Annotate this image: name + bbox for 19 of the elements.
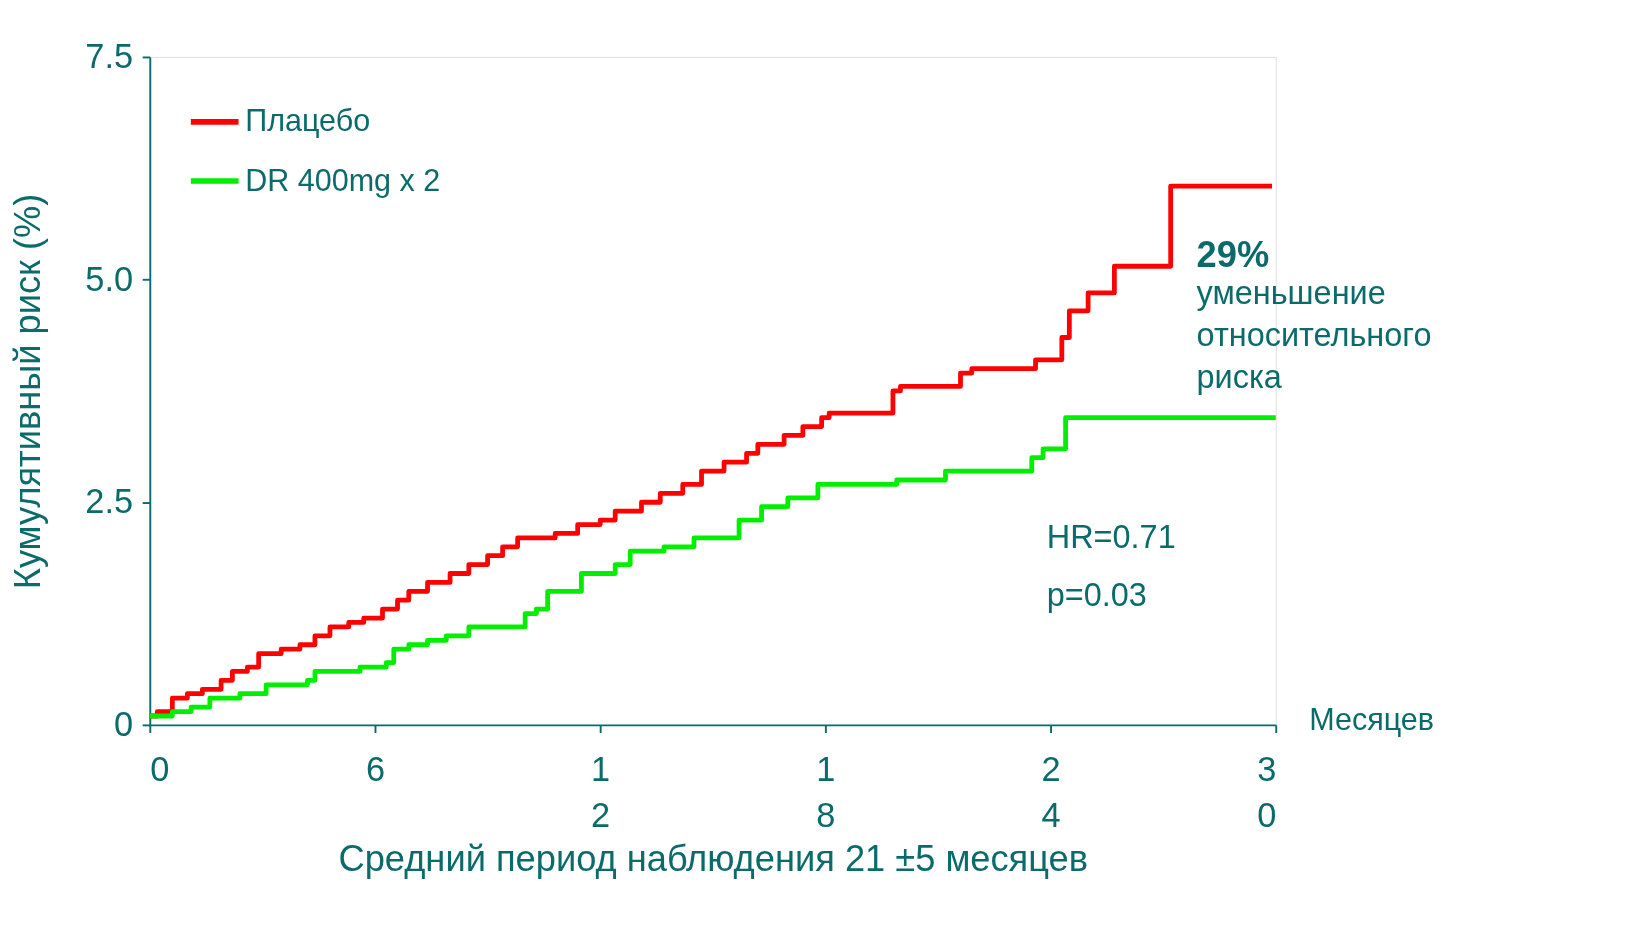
x-axis-title: Средний период наблюдения 21 ±5 месяцев: [338, 838, 1089, 880]
legend-label: DR 400mg x 2: [245, 162, 441, 198]
y-tick-label: 2.5: [85, 482, 134, 521]
annotation: p=0.03: [1046, 576, 1147, 613]
y-axis-title: Кумулятивный риск (%): [6, 193, 48, 590]
x-tick-label: 1 8: [816, 749, 836, 834]
x-tick-label: 3 0: [1257, 749, 1277, 834]
x-tick-label: 1 2: [591, 749, 611, 834]
x-tick-label: 6: [365, 749, 386, 788]
text: Месяцев: [1309, 701, 1434, 737]
x-tick-label: 2 4: [1041, 749, 1061, 834]
x-tick-label: 0: [150, 749, 170, 788]
y-tick-label: 0: [114, 704, 134, 743]
annotation: HR=0.71: [1046, 519, 1176, 556]
legend-label: Плацебо: [245, 103, 371, 139]
y-tick-label: 5.0: [85, 259, 134, 298]
annotation: уменьшение относительного риска: [1196, 275, 1432, 396]
y-tick-label: 7.5: [85, 36, 134, 75]
annotation: 29%: [1196, 233, 1270, 275]
